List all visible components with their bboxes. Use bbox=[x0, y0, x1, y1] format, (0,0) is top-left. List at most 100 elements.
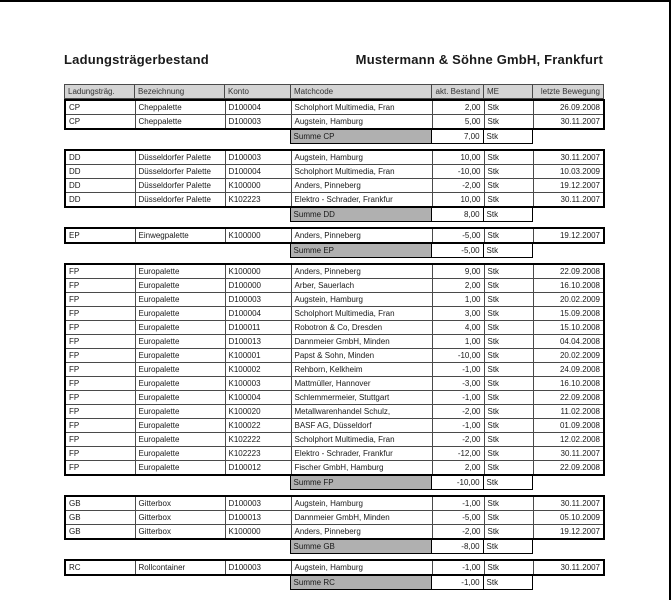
cell-konto: K100020 bbox=[224, 404, 292, 419]
cell-konto: D100003 bbox=[224, 495, 292, 511]
table-row: FP Europalette K100003 Mattmüller, Hannover… bbox=[64, 376, 605, 391]
cell-bewegung: 16.10.2008 bbox=[532, 278, 605, 293]
cell-code: FP bbox=[64, 263, 136, 279]
cell-matchcode: Fischer GmbH, Hamburg bbox=[290, 460, 433, 476]
company-title: Mustermann & Söhne GmbH, Frankfurt bbox=[355, 52, 603, 67]
table-header-row: Ladungsträg. Bezeichnung Konto Matchcode… bbox=[64, 84, 604, 99]
cell-bezeichnung: Gitterbox bbox=[134, 495, 226, 511]
cell-konto: K100003 bbox=[224, 376, 292, 391]
cell-bewegung: 26.09.2008 bbox=[532, 99, 605, 115]
cell-me: Stk bbox=[483, 510, 534, 525]
summe-spacer-end bbox=[532, 576, 603, 590]
cell-bestand: -1,00 bbox=[431, 418, 485, 433]
cell-bestand: 1,00 bbox=[431, 292, 485, 307]
cell-code: CP bbox=[64, 99, 136, 115]
cell-code: RC bbox=[64, 559, 136, 576]
cell-konto: D100003 bbox=[224, 114, 292, 130]
cell-konto: K102223 bbox=[224, 192, 292, 208]
summe-spacer bbox=[64, 130, 290, 144]
cell-me: Stk bbox=[483, 559, 534, 576]
cell-matchcode: Augstein, Hamburg bbox=[290, 495, 433, 511]
table-row: GB Gitterbox D100003 Augstein, Hamburg -1,00… bbox=[64, 495, 605, 511]
cell-code: DD bbox=[64, 192, 136, 208]
cell-bewegung: 01.09.2008 bbox=[532, 418, 605, 433]
table-row: FP Europalette K100022 BASF AG, Düsseldorf -… bbox=[64, 418, 605, 433]
cell-konto: D100004 bbox=[224, 164, 292, 179]
cell-me: Stk bbox=[483, 334, 534, 349]
cell-bewegung: 04.04.2008 bbox=[532, 334, 605, 349]
cell-me: Stk bbox=[483, 404, 534, 419]
cell-bewegung: 19.12.2007 bbox=[532, 178, 605, 193]
cell-me: Stk bbox=[483, 376, 534, 391]
cell-bewegung: 10.03.2009 bbox=[532, 164, 605, 179]
cell-matchcode: Scholphort Multimedia, Fran bbox=[290, 306, 433, 321]
cell-bezeichnung: Europalette bbox=[134, 446, 226, 461]
table-row: CP Cheppalette D100004 Scholphort Multimedi… bbox=[64, 99, 605, 115]
cell-bestand: 9,00 bbox=[431, 263, 485, 279]
table-row: FP Europalette K102223 Elektro - Schrader, … bbox=[64, 446, 605, 461]
cell-code: FP bbox=[64, 362, 136, 377]
cell-matchcode: Augstein, Hamburg bbox=[290, 292, 433, 307]
cell-konto: D100000 bbox=[224, 278, 292, 293]
cell-bezeichnung: Europalette bbox=[134, 404, 226, 419]
cell-bewegung: 15.09.2008 bbox=[532, 306, 605, 321]
summe-value: -10,00 bbox=[430, 476, 484, 490]
group-summe-table: Summe RC -1,00 Stk bbox=[64, 576, 603, 590]
cell-matchcode: Arber, Sauerlach bbox=[290, 278, 433, 293]
summe-value: -1,00 bbox=[430, 576, 484, 590]
cell-me: Stk bbox=[483, 292, 534, 307]
summe-spacer bbox=[64, 244, 290, 258]
window-frame-top bbox=[0, 0, 671, 2]
summe-label: Summe GB bbox=[289, 540, 432, 554]
summe-label: Summe RC bbox=[289, 576, 432, 590]
cell-code: FP bbox=[64, 348, 136, 363]
cell-bestand: -5,00 bbox=[431, 227, 485, 244]
cell-me: Stk bbox=[483, 390, 534, 405]
cell-bestand: -2,00 bbox=[431, 524, 485, 540]
column-header-ladungstraeger: Ladungsträg. bbox=[64, 84, 135, 99]
cell-bezeichnung: Düsseldorfer Palette bbox=[134, 192, 226, 208]
cell-konto: D100013 bbox=[224, 510, 292, 525]
cell-konto: D100003 bbox=[224, 559, 292, 576]
cell-me: Stk bbox=[483, 227, 534, 244]
cell-me: Stk bbox=[483, 114, 534, 130]
cell-bezeichnung: Gitterbox bbox=[134, 524, 226, 540]
cell-code: DD bbox=[64, 164, 136, 179]
table-row: FP Europalette K100020 Metallwarenhandel Sc… bbox=[64, 404, 605, 419]
cell-konto: K100000 bbox=[224, 524, 292, 540]
cell-bezeichnung: Europalette bbox=[134, 460, 226, 476]
cell-konto: K100000 bbox=[224, 227, 292, 244]
cell-konto: K100000 bbox=[224, 263, 292, 279]
cell-bezeichnung: Europalette bbox=[134, 334, 226, 349]
group-cp: CP Cheppalette D100004 Scholphort Multimedi… bbox=[64, 99, 605, 144]
cell-bewegung: 30.11.2007 bbox=[532, 559, 605, 576]
cell-bestand: -10,00 bbox=[431, 348, 485, 363]
summe-row: Summe EP -5,00 Stk bbox=[64, 244, 603, 258]
cell-bezeichnung: Europalette bbox=[134, 320, 226, 335]
cell-bezeichnung: Cheppalette bbox=[134, 114, 226, 130]
column-header-me: ME bbox=[483, 84, 533, 99]
cell-me: Stk bbox=[483, 263, 534, 279]
cell-bewegung: 20.02.2009 bbox=[532, 292, 605, 307]
cell-bezeichnung: Europalette bbox=[134, 348, 226, 363]
cell-bezeichnung: Einwegpalette bbox=[134, 227, 226, 244]
summe-me: Stk bbox=[482, 130, 533, 144]
summe-row: Summe GB -8,00 Stk bbox=[64, 540, 603, 554]
table-row: RC Rollcontainer D100003 Augstein, Hamburg -… bbox=[64, 559, 605, 576]
group-gb: GB Gitterbox D100003 Augstein, Hamburg -1,00… bbox=[64, 495, 605, 554]
cell-me: Stk bbox=[483, 149, 534, 165]
cell-me: Stk bbox=[483, 306, 534, 321]
cell-bestand: -3,00 bbox=[431, 376, 485, 391]
summe-spacer-end bbox=[532, 130, 603, 144]
cell-matchcode: Dannmeier GmbH, Minden bbox=[290, 510, 433, 525]
summe-me: Stk bbox=[482, 244, 533, 258]
summe-spacer bbox=[64, 540, 290, 554]
table-row: FP Europalette K100001 Papst & Sohn, Minden… bbox=[64, 348, 605, 363]
cell-bestand: 5,00 bbox=[431, 114, 485, 130]
report-titlebar: Ladungsträgerbestand Mustermann & Söhne … bbox=[64, 52, 603, 67]
cell-bestand: 4,00 bbox=[431, 320, 485, 335]
cell-bewegung: 20.02.2009 bbox=[532, 348, 605, 363]
cell-code: CP bbox=[64, 114, 136, 130]
cell-bestand: 10,00 bbox=[431, 149, 485, 165]
cell-konto: K100000 bbox=[224, 178, 292, 193]
